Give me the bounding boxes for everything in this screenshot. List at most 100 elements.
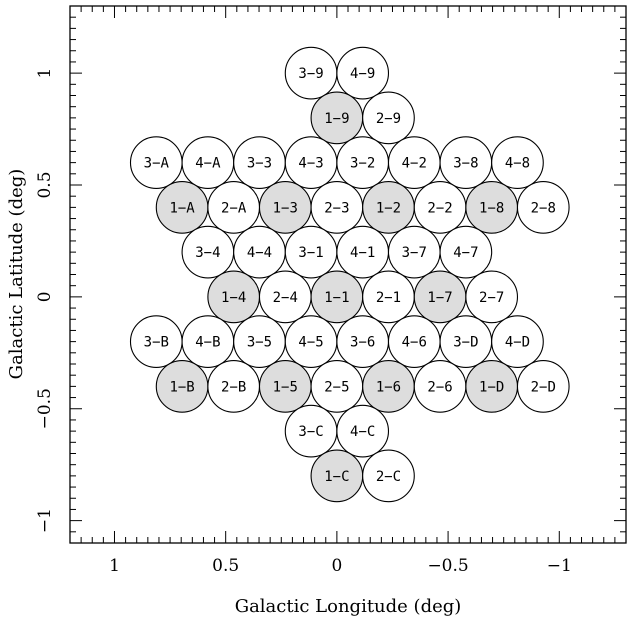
field-4-3: 4−3 [284,136,338,189]
field-2-1: 2−1 [362,270,415,324]
field-label: 4−1 [350,245,375,261]
field-circle [362,449,415,503]
y-tick-label: 0 [35,291,55,302]
field-2-4: 2−4 [258,270,312,324]
x-tick-label: −1 [547,556,572,576]
field-label: 2−8 [531,200,556,216]
field-label: 2−B [221,379,246,395]
field-label: 4−D [505,335,530,351]
field-circle [336,404,390,458]
field-1-2: 1−2 [362,181,415,234]
field-label: 3−7 [402,245,427,261]
field-label: 4−3 [298,156,323,172]
field-3-7: 3−7 [387,225,441,279]
field-label: 2−5 [324,379,349,395]
field-2-3: 2−3 [310,181,364,234]
field-label: 4−9 [350,66,375,82]
field-label: 3−A [144,156,170,172]
field-2-7: 2−7 [465,270,519,324]
field-label: 2−2 [427,200,452,216]
field-label: 1−8 [479,200,504,216]
field-3-C: 3−C [284,404,338,458]
field-1-1: 1−1 [310,270,364,324]
field-2-B: 2−B [207,360,261,413]
field-circle [439,225,493,279]
field-label: 1−1 [324,290,349,306]
field-label: 3−B [144,335,169,351]
field-label: 2−9 [376,111,401,127]
field-circle [336,46,390,100]
field-1-D: 1−D [465,360,519,413]
field-label: 1−C [324,469,349,485]
y-tick-label: 0.5 [35,171,55,198]
field-label: 3−2 [350,156,375,172]
field-3-2: 3−2 [336,136,390,189]
field-4-4: 4−4 [233,225,286,279]
field-label: 4−4 [247,245,272,261]
field-label: 4−5 [298,335,323,351]
field-1-9: 1−9 [310,91,364,145]
field-label: 2−D [531,379,556,395]
field-3-A: 3−A [129,136,183,189]
x-tick-label: 0 [331,556,342,576]
field-label: 3−5 [247,335,272,351]
x-tick-label: 1 [109,556,120,576]
field-circle [491,315,544,368]
field-3-9: 3−9 [284,46,338,100]
field-label: 3−3 [247,156,272,172]
field-3-8: 3−8 [439,136,493,189]
field-4-1: 4−1 [336,225,390,279]
field-label: 3−4 [195,245,220,261]
field-label: 3−D [453,335,478,351]
field-label: 3−6 [350,335,375,351]
field-label: 4−A [195,156,221,172]
field-label: 3−9 [298,66,323,82]
field-1-8: 1−8 [465,181,519,234]
field-label: 1−2 [376,200,401,216]
field-1-A: 1−A [155,181,209,234]
field-4-C: 4−C [336,404,390,458]
field-circle [465,270,519,324]
field-4-9: 4−9 [336,46,390,100]
field-label: 1−7 [427,290,452,306]
field-label: 3−8 [453,156,478,172]
field-label: 2−3 [324,200,349,216]
field-label: 2−C [376,469,401,485]
tick-labels: 1 0.5 0 −0.5 −1 −1 −0.5 0 0.5 1 [35,68,572,576]
field-3-4: 3−4 [181,225,235,279]
field-2-2: 2−2 [413,181,467,234]
field-3-6: 3−6 [336,315,390,368]
field-4-7: 4−7 [439,225,493,279]
field-label: 1−3 [273,200,298,216]
field-circle [516,360,570,413]
field-1-3: 1−3 [258,181,312,234]
field-4-8: 4−8 [491,136,544,189]
field-4-6: 4−6 [387,315,441,368]
field-4-2: 4−2 [387,136,441,189]
field-1-4: 1−4 [207,270,261,324]
field-2-A: 2−A [207,181,261,234]
field-label: 1−9 [324,111,349,127]
field-2-9: 2−9 [362,91,415,145]
field-label: 3−C [298,424,323,440]
field-1-B: 1−B [155,360,209,413]
field-1-6: 1−6 [362,360,415,413]
field-label: 1−6 [376,379,401,395]
field-label: 4−C [350,424,375,440]
field-4-5: 4−5 [284,315,338,368]
field-label: 2−A [221,200,247,216]
field-3-5: 3−5 [233,315,286,368]
field-1-5: 1−5 [258,360,312,413]
field-2-8: 2−8 [516,181,570,234]
x-tick-label: −0.5 [427,556,468,576]
field-2-5: 2−5 [310,360,364,413]
field-label: 1−5 [273,379,298,395]
field-1-7: 1−7 [413,270,467,324]
y-tick-label: 1 [35,68,55,79]
field-2-D: 2−D [516,360,570,413]
field-3-3: 3−3 [233,136,286,189]
field-label: 2−7 [479,290,504,306]
field-circle [491,136,544,189]
y-tick-label: −1 [35,508,55,533]
field-label: 1−B [169,379,194,395]
